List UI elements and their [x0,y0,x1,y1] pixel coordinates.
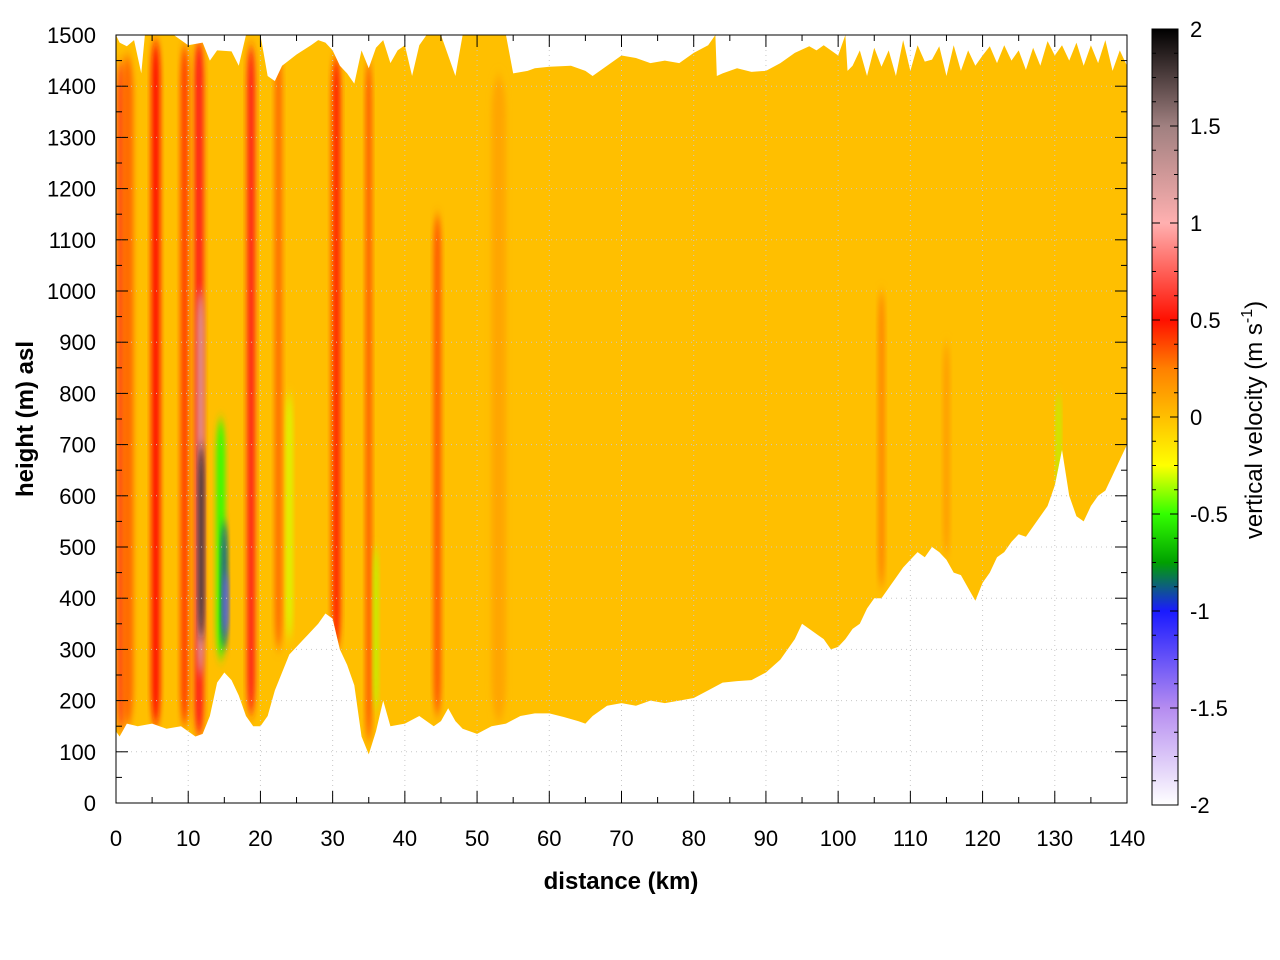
colorbar-tick-label: -0.5 [1190,502,1228,527]
x-tick-label: 80 [681,826,705,851]
colorbar-ticks: 2 1.5 1 0.5 0 -0.5 -1 -1.5 -2 [1152,17,1228,818]
x-axis-title: distance (km) [544,868,699,895]
field-feature-9 [223,572,228,635]
colorbar-tick-label: 2 [1190,17,1202,42]
field-feature-15 [373,547,379,711]
colorbar-title: vertical velocity (m s-1) [1239,301,1268,539]
colorbar-tick-label: -1 [1190,599,1210,624]
y-tick-label: 100 [59,740,96,765]
y-axis: 0 100 200 300 400 500 600 700 800 900 1000 1100 1200… [47,23,1127,816]
colorbar-title-suffix: ) [1241,301,1268,309]
x-axis: 0 10 20 30 40 50 60 70 80 90 100 110 120 130 140 [110,35,1145,851]
x-tick-label: 60 [537,826,561,851]
field-feature-10 [247,45,256,716]
field-feature-11 [274,50,283,650]
colorbar-tick-label: -1.5 [1190,696,1228,721]
colorbar-tick-label: 1 [1190,211,1202,236]
y-tick-label: 300 [59,637,96,662]
colorbar: 2 1.5 1 0.5 0 -0.5 -1 -1.5 -2 vertical velocity … [1151,17,1268,818]
y-tick-label: 900 [59,330,96,355]
colorbar-tick-label: 0 [1190,405,1202,430]
colorbar-title-sup: -1 [1239,309,1256,323]
x-tick-label: 30 [320,826,344,851]
y-tick-label: 1000 [47,279,96,304]
x-tick-label: 140 [1109,826,1146,851]
y-tick-label: 1400 [47,74,96,99]
x-tick-label: 70 [609,826,633,851]
x-tick-label: 130 [1036,826,1073,851]
x-tick-label: 90 [754,826,778,851]
y-tick-label: 700 [59,433,96,458]
field-feature-13 [331,55,341,650]
x-tick-label: 40 [393,826,417,851]
colorbar-tick-label: 0.5 [1190,308,1221,333]
heatmap-field [116,35,1127,755]
x-tick-label: 50 [465,826,489,851]
field-feature-3 [180,45,189,727]
colorbar-title-prefix: vertical velocity (m s [1241,323,1268,539]
field-feature-6 [198,444,204,640]
y-tick-label: 500 [59,535,96,560]
field-feature-1 [121,55,134,727]
field-features [117,40,1061,742]
colorbar-tick-label: -2 [1190,793,1210,818]
field-feature-17 [491,75,506,722]
colorbar-tick-label: 1.5 [1190,114,1221,139]
y-tick-label: 200 [59,689,96,714]
y-tick-label: 600 [59,484,96,509]
field-feature-2 [151,40,161,727]
field-feature-12 [286,393,293,640]
y-axis-title: height (m) asl [12,341,39,497]
y-tick-label: 1100 [49,228,96,253]
y-tick-label: 0 [84,791,96,816]
field-feature-16 [433,214,441,716]
y-tick-label: 1200 [47,177,96,202]
x-tick-label: 100 [820,826,857,851]
x-tick-label: 120 [964,826,1001,851]
y-tick-label: 800 [59,381,96,406]
y-tick-label: 400 [59,586,96,611]
field-feature-18 [878,291,885,588]
field-feature-14 [365,60,372,742]
y-tick-label: 1500 [47,23,96,48]
x-tick-label: 0 [110,826,122,851]
x-tick-label: 110 [893,826,928,851]
x-tick-label: 10 [176,826,200,851]
grid-lines [116,35,1127,803]
field-feature-19 [943,342,950,558]
y-tick-label: 1300 [47,125,96,150]
x-tick-label: 20 [248,826,272,851]
